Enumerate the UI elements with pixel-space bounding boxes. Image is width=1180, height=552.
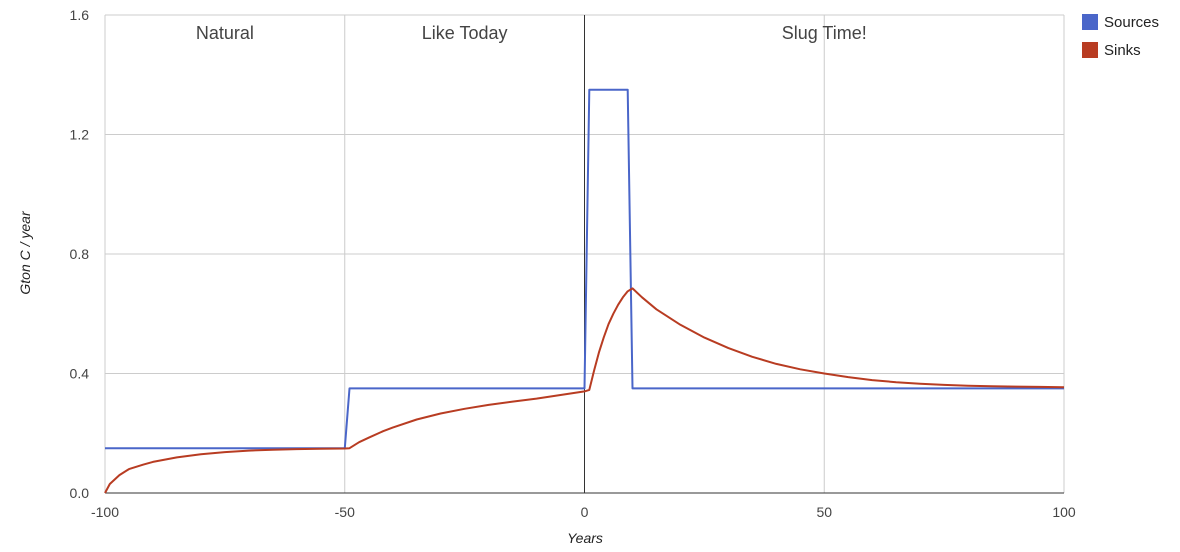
x-tick-label: -100: [91, 504, 119, 520]
y-tick-label: 0.4: [70, 366, 90, 382]
x-tick-label: 100: [1052, 504, 1076, 520]
y-axis-title: Gton C / year: [17, 210, 33, 295]
legend-swatch: [1082, 42, 1098, 58]
region-labels: Natural Like Today Slug Time!: [196, 23, 867, 43]
y-tick-label: 1.6: [70, 7, 90, 23]
y-tick-label: 0.8: [70, 246, 90, 262]
series-lines: [104, 88, 1065, 494]
tick-labels: 0.0 0.4 0.8 1.2 1.6 -100 -50 0 50 100: [70, 7, 1076, 520]
series-line-sinks: [104, 287, 1065, 494]
region-label: Slug Time!: [782, 23, 867, 43]
legend-swatch: [1082, 14, 1098, 30]
x-tick-label: 0: [581, 504, 589, 520]
x-tick-label: 50: [816, 504, 832, 520]
legend: Sources Sinks: [1082, 14, 1159, 59]
legend-label: Sinks: [1104, 42, 1141, 59]
x-tick-label: -50: [335, 504, 355, 520]
series-line-sources: [105, 88, 1064, 450]
region-label: Like Today: [422, 23, 508, 43]
grid: [104, 14, 1065, 494]
x-axis-title: Years: [567, 530, 603, 546]
y-tick-label: 1.2: [70, 127, 90, 143]
region-label: Natural: [196, 23, 254, 43]
y-tick-label: 0.0: [70, 485, 90, 501]
legend-label: Sources: [1104, 14, 1159, 31]
